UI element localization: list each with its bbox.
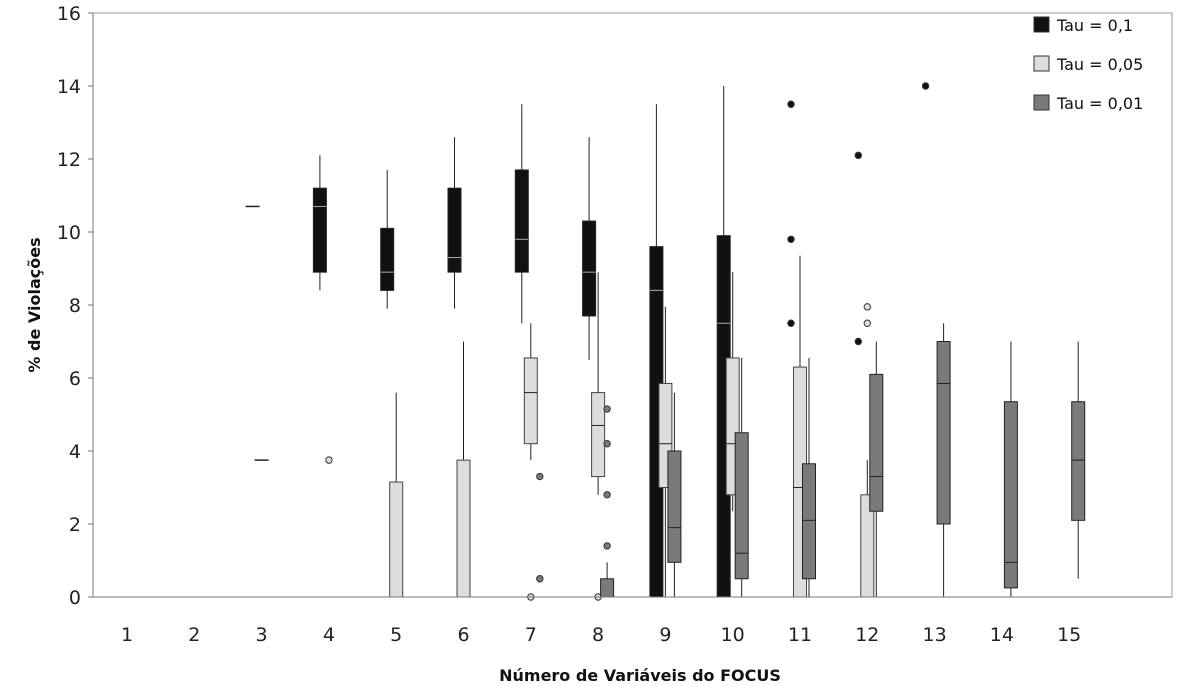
x-tick-label: 1 [121, 624, 133, 646]
x-tick-label: 9 [659, 624, 671, 646]
x-tick-label: 5 [390, 624, 402, 646]
box-body [389, 481, 404, 598]
x-tick-label: 11 [788, 624, 812, 646]
box-body [1071, 401, 1086, 521]
outlier-point [787, 319, 795, 327]
outlier-point [863, 319, 871, 327]
x-tick-label: 12 [855, 624, 879, 646]
outlier-point [536, 575, 544, 583]
outlier-point [603, 491, 611, 499]
outlier-point [863, 303, 871, 311]
legend-label: Tau = 0,05 [1056, 55, 1143, 74]
x-tick-label: 4 [323, 624, 335, 646]
outlier-point [536, 472, 544, 481]
box-body [936, 341, 951, 525]
y-tick-label: 6 [69, 368, 81, 390]
outlier-point [921, 82, 930, 90]
box-body [1003, 401, 1018, 589]
x-tick-label: 7 [525, 624, 537, 646]
outlier-point [603, 440, 611, 448]
outlier-point [787, 235, 795, 244]
box-body [667, 450, 682, 563]
x-tick-label: 8 [592, 624, 604, 646]
box-body [456, 459, 471, 598]
x-axis-title: Número de Variáveis do FOCUS [499, 666, 781, 685]
box-body [380, 227, 395, 291]
legend-label: Tau = 0,1 [1056, 16, 1133, 35]
y-tick-label: 16 [57, 3, 81, 25]
box-body [582, 220, 597, 317]
outlier-point [325, 456, 333, 464]
box-body [447, 187, 462, 273]
outlier-point [854, 337, 862, 346]
y-tick-label: 8 [69, 295, 81, 317]
box-body [600, 578, 615, 598]
legend-swatch [1033, 55, 1050, 72]
outlier-point [854, 151, 862, 160]
y-tick-label: 14 [57, 76, 81, 98]
plot-area [93, 12, 1173, 601]
y-tick-label: 4 [69, 441, 81, 463]
box-body [734, 432, 749, 580]
x-tick-label: 15 [1057, 624, 1081, 646]
y-tick-label: 12 [57, 149, 81, 171]
box-body [869, 373, 884, 512]
x-tick-label: 2 [188, 624, 200, 646]
x-tick-label: 3 [256, 624, 268, 646]
x-tick-label: 10 [721, 624, 745, 646]
x-tick-label: 14 [990, 624, 1014, 646]
x-tick-label: 6 [457, 624, 469, 646]
box-body [312, 187, 327, 273]
box-body [802, 463, 816, 580]
y-tick-label: 10 [57, 222, 81, 244]
outlier-point [787, 100, 795, 108]
y-axis: 0 2 4 6 8 10 12 14 16 [57, 3, 94, 609]
legend: Tau = 0,1 Tau = 0,05 Tau = 0,01 [1033, 16, 1143, 113]
box-body [523, 357, 538, 445]
x-tick-label: 13 [923, 624, 947, 646]
y-tick-label: 0 [69, 587, 81, 609]
outlier-point [603, 542, 611, 550]
legend-swatch [1033, 16, 1050, 33]
outlier-point [603, 405, 611, 413]
x-axis: 1 2 3 4 5 6 7 8 9 10 11 12 13 14 15 [93, 596, 1172, 646]
legend-label: Tau = 0,01 [1056, 94, 1143, 113]
y-tick-label: 2 [69, 514, 81, 536]
y-axis-title: % de Violações [25, 237, 44, 372]
box-body [514, 169, 529, 273]
box-body [591, 392, 606, 478]
legend-swatch [1033, 94, 1050, 111]
